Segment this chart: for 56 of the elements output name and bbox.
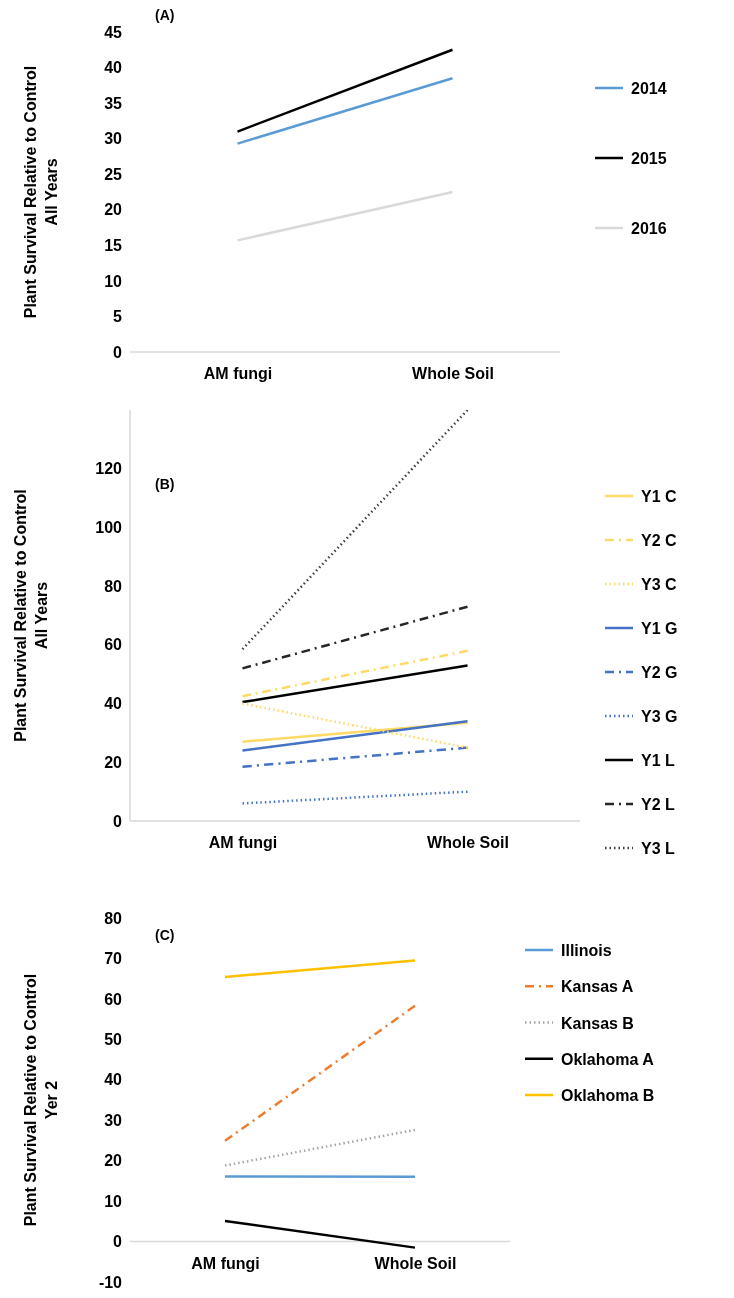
legend-label: 2014 (631, 80, 667, 97)
y-tick-label: 70 (104, 950, 123, 968)
legend-label: Y1 C (641, 488, 678, 505)
y-tick-label: 30 (104, 130, 123, 148)
y-tick-label: -10 (98, 1273, 123, 1291)
y-tick-label: 45 (104, 23, 123, 41)
y-axis-title: Plant Survival Relative to Control Yer 2 (22, 973, 60, 1227)
y-axis-title: Plant Survival Relative to Control All Years (22, 65, 60, 319)
legend-label: Y2 G (641, 664, 678, 681)
y-tick-label: 60 (104, 990, 123, 1008)
text: (B) (155, 476, 175, 492)
legend-label: Y3 G (641, 708, 678, 725)
x-tick-label: AM fungi (208, 834, 278, 852)
y-tick-label: 0 (113, 1233, 123, 1251)
legend-label: Oklahoma B (561, 1087, 655, 1104)
legend-label: Kansas A (561, 978, 634, 996)
x-tick-label: Whole Soil (374, 1254, 457, 1272)
y-tick-label: 25 (104, 165, 123, 183)
y-tick-label: 5 (113, 308, 123, 326)
y-tick-label: 80 (104, 909, 123, 927)
legend-label: Y1 L (641, 752, 676, 769)
legend-label: Illinois (561, 942, 612, 959)
x-tick-label: AM fungi (191, 1254, 260, 1272)
legend-label: Y2 L (641, 796, 676, 813)
y-tick-label: 60 (104, 636, 123, 654)
x-tick-label: Whole Soil (412, 365, 494, 383)
x-tick-label: AM fungi (203, 365, 273, 383)
legend-label: Oklahoma A (561, 1050, 655, 1068)
x-tick-label: Whole Soil (427, 834, 509, 852)
y-tick-label: 80 (104, 577, 123, 595)
y-tick-label: 35 (104, 94, 123, 112)
y-tick-label: 40 (104, 59, 123, 77)
legend-label: Y2 C (641, 532, 678, 549)
y-tick-label: 20 (104, 201, 123, 219)
y-tick-label: 20 (104, 1152, 123, 1170)
y-tick-label: 10 (104, 1192, 123, 1210)
y-tick-label: 50 (104, 1030, 123, 1048)
chart-title: (A) (155, 7, 175, 23)
text: (C) (155, 927, 175, 943)
y-tick-label: 10 (104, 272, 123, 290)
y-tick-label: 15 (104, 236, 123, 254)
y-tick-label: 20 (104, 753, 123, 771)
legend-label: Y3 C (641, 576, 678, 593)
y-tick-label: 40 (104, 1071, 123, 1089)
y-axis-title: Plant Survival Relative to Control All Years (12, 489, 50, 742)
y-tick-label: 100 (95, 519, 123, 537)
legend-label: Y3 L (641, 840, 676, 857)
legend-label: Y1 G (641, 620, 678, 637)
y-tick-label: 30 (104, 1111, 123, 1129)
legend-label: 2016 (631, 220, 667, 237)
legend-label: 2015 (631, 150, 667, 167)
y-tick-label: 0 (113, 812, 123, 830)
y-tick-label: 40 (104, 695, 123, 713)
legend-label: Kansas B (561, 1014, 634, 1032)
y-tick-label: 120 (95, 460, 123, 478)
y-tick-label: 0 (113, 343, 123, 361)
